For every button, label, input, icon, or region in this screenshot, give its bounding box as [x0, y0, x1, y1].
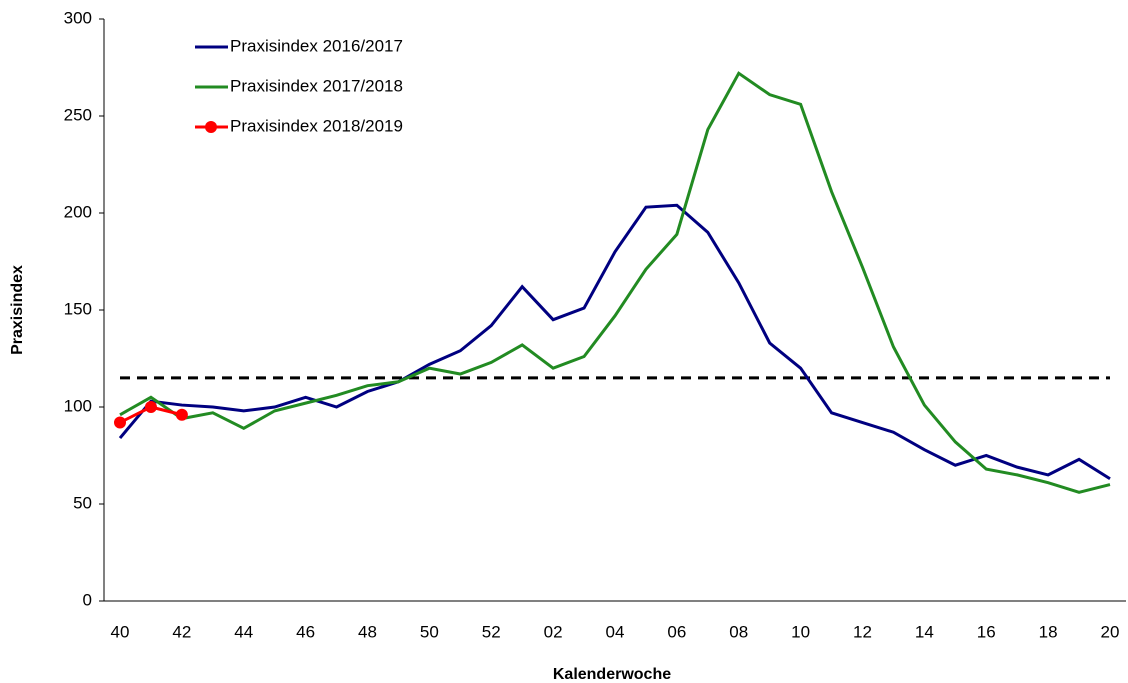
series-line [118, 203, 1111, 481]
y-tick-label: 50 [73, 493, 92, 512]
y-tick-label: 300 [64, 8, 92, 27]
series-marker [175, 408, 188, 421]
x-tick-label: 44 [234, 622, 253, 641]
x-tick-label: 04 [606, 622, 625, 641]
y-tick-label: 0 [83, 590, 92, 609]
series-line [119, 71, 1111, 494]
legend-label: Praxisindex 2016/2017 [230, 36, 403, 55]
y-tick-label: 250 [64, 105, 92, 124]
x-tick-label: 18 [1039, 622, 1058, 641]
x-tick-label: 46 [296, 622, 315, 641]
x-tick-label: 20 [1101, 622, 1120, 641]
x-tick-label: 50 [420, 622, 439, 641]
y-tick-label: 150 [64, 299, 92, 318]
x-tick-label: 08 [729, 622, 748, 641]
x-tick-label: 14 [915, 622, 934, 641]
legend-label: Praxisindex 2018/2019 [230, 116, 403, 135]
legend-marker [205, 121, 217, 133]
x-tick-label: 52 [482, 622, 501, 641]
x-tick-label: 10 [791, 622, 810, 641]
y-tick-label: 100 [64, 396, 92, 415]
y-axis-label: Praxisindex [9, 265, 26, 355]
x-tick-label: 06 [667, 622, 686, 641]
x-tick-label: 16 [977, 622, 996, 641]
x-axis-label: Kalenderwoche [553, 666, 671, 683]
x-tick-label: 12 [853, 622, 872, 641]
x-tick-label: 42 [172, 622, 191, 641]
x-tick-label: 48 [358, 622, 377, 641]
x-tick-label: 40 [111, 622, 130, 641]
legend-label: Praxisindex 2017/2018 [230, 76, 403, 95]
series-marker [144, 401, 157, 413]
y-tick-label: 200 [64, 202, 92, 221]
x-tick-label: 02 [544, 622, 563, 641]
series-marker [114, 416, 126, 429]
